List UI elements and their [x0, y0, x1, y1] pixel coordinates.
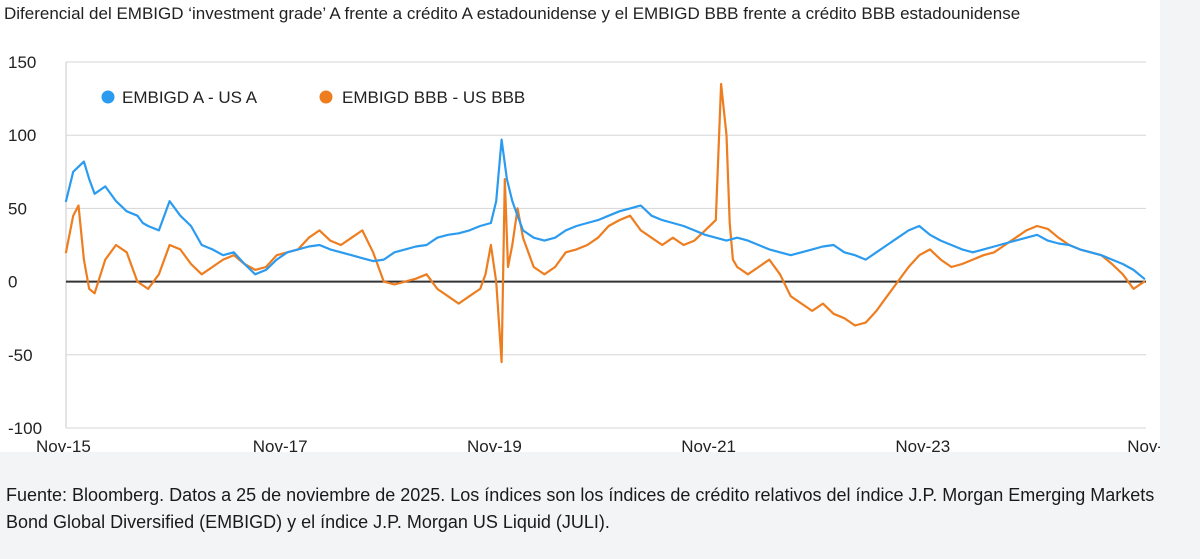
series-line-embigd-a	[64, 138, 1146, 280]
legend-marker-embigd-bbb	[319, 90, 333, 104]
x-tick-label: Nov-25	[1127, 437, 1160, 452]
y-tick-label: -100	[8, 419, 42, 438]
x-tick-label: Nov-15	[36, 437, 91, 452]
x-tick-label: Nov-19	[467, 437, 522, 452]
y-tick-label: 100	[8, 126, 36, 145]
legend-label: EMBIGD BBB - US BBB	[342, 88, 525, 107]
x-tick-label: Nov-17	[253, 437, 308, 452]
chart-card: Diferencial del EMBIGD ‘investment grade…	[0, 0, 1160, 452]
legend-label: EMBIGD A - US A	[122, 88, 258, 107]
y-tick-label: 150	[8, 53, 36, 72]
x-tick-label: Nov-21	[681, 437, 736, 452]
y-tick-label: 50	[8, 199, 27, 218]
y-tick-label: 0	[8, 273, 17, 292]
legend-marker-embigd-a	[101, 90, 115, 104]
source-caption: Fuente: Bloomberg. Datos a 25 de noviemb…	[6, 485, 1155, 532]
x-tick-label: Nov-23	[895, 437, 950, 452]
chart-title: Diferencial del EMBIGD ‘investment grade…	[4, 4, 1021, 23]
y-tick-label: -50	[8, 346, 33, 365]
series-line-embigd-bbb	[64, 82, 1146, 364]
